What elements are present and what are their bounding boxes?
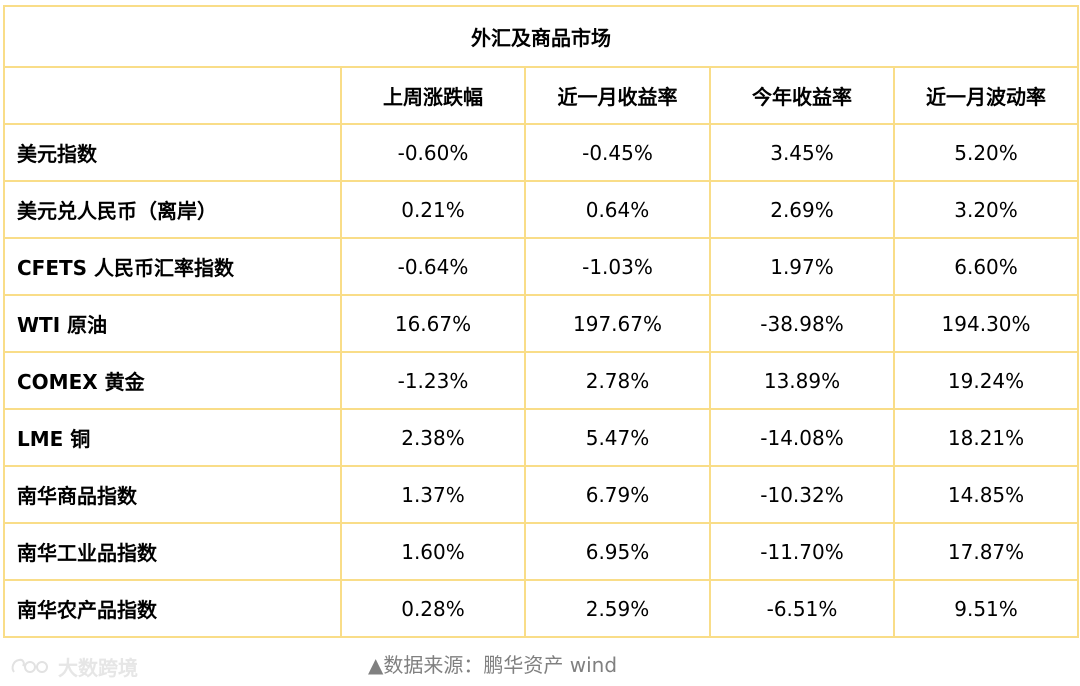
table-cell: -0.60% xyxy=(340,123,526,182)
table-cell: -6.51% xyxy=(709,579,895,638)
watermark: 大数跨境 xyxy=(10,652,138,681)
table-cell: 3.20% xyxy=(892,180,1080,239)
table-cell: 2.38% xyxy=(340,408,526,467)
table-cell: -11.70% xyxy=(709,522,895,581)
table-cell: 5.47% xyxy=(524,408,711,467)
table-cell: 2.69% xyxy=(709,180,895,239)
table-row: LME 铜 2.38% 5.47% -14.08% 18.21% xyxy=(3,408,1080,467)
table-cell: 16.67% xyxy=(340,294,526,353)
table-cell: -0.45% xyxy=(524,123,711,182)
table-cell: 14.85% xyxy=(892,465,1080,524)
table-cell: 13.89% xyxy=(709,351,895,410)
table-cell: 9.51% xyxy=(892,579,1080,638)
footer: 大数跨境 ▲数据来源：鹏华资产 wind xyxy=(0,650,1080,680)
table-cell: 6.60% xyxy=(892,237,1080,296)
table-cell: 6.95% xyxy=(524,522,711,581)
column-header: 近一月收益率 xyxy=(524,66,711,125)
table-title: 外汇及商品市场 xyxy=(2,5,1080,68)
table-cell: 18.21% xyxy=(892,408,1080,467)
table-cell: 19.24% xyxy=(892,351,1080,410)
table-cell: -1.03% xyxy=(524,237,711,296)
table-cell: 6.79% xyxy=(524,465,711,524)
brand-logo-icon xyxy=(11,658,48,673)
column-header: 近一月波动率 xyxy=(892,66,1080,125)
table-cell: -38.98% xyxy=(709,294,895,353)
row-label: WTI 原油 xyxy=(3,294,342,353)
table-cell: 194.30% xyxy=(892,294,1080,353)
market-table-container: 外汇及商品市场 上周涨跌幅 近一月收益率 今年收益率 近一月波动率 美元指数 -… xyxy=(2,5,1080,638)
table-row: 美元兑人民币（离岸） 0.21% 0.64% 2.69% 3.20% xyxy=(3,180,1080,239)
table-cell: 1.97% xyxy=(709,237,895,296)
row-label: CFETS 人民币汇率指数 xyxy=(3,237,342,296)
table-cell: 0.64% xyxy=(524,180,711,239)
row-label: 美元兑人民币（离岸） xyxy=(3,180,342,239)
header-corner xyxy=(3,66,342,125)
table-cell: -1.23% xyxy=(340,351,526,410)
column-header: 上周涨跌幅 xyxy=(340,66,526,125)
table-row: CFETS 人民币汇率指数 -0.64% -1.03% 1.97% 6.60% xyxy=(3,237,1080,296)
table-cell: 2.59% xyxy=(524,579,711,638)
row-label: 美元指数 xyxy=(3,123,342,182)
table-cell: 1.60% xyxy=(340,522,526,581)
table-cell: 3.45% xyxy=(709,123,895,182)
market-table: 外汇及商品市场 上周涨跌幅 近一月收益率 今年收益率 近一月波动率 美元指数 -… xyxy=(2,5,1080,638)
table-cell: 197.67% xyxy=(524,294,711,353)
table-cell: 0.28% xyxy=(340,579,526,638)
row-label: 南华商品指数 xyxy=(3,465,342,524)
row-label: 南华农产品指数 xyxy=(3,579,342,638)
table-cell: 0.21% xyxy=(340,180,526,239)
table-cell: -14.08% xyxy=(709,408,895,467)
row-label: COMEX 黄金 xyxy=(3,351,342,410)
row-label: 南华工业品指数 xyxy=(3,522,342,581)
table-cell: 17.87% xyxy=(892,522,1080,581)
table-row: WTI 原油 16.67% 197.67% -38.98% 194.30% xyxy=(3,294,1080,353)
table-cell: 1.37% xyxy=(340,465,526,524)
table-cell: -10.32% xyxy=(709,465,895,524)
table-row: 南华商品指数 1.37% 6.79% -10.32% 14.85% xyxy=(3,465,1080,524)
table-cell: -0.64% xyxy=(340,237,526,296)
table-cell: 5.20% xyxy=(892,123,1080,182)
column-header: 今年收益率 xyxy=(709,66,895,125)
table-row: COMEX 黄金 -1.23% 2.78% 13.89% 19.24% xyxy=(3,351,1080,410)
row-label: LME 铜 xyxy=(3,408,342,467)
header-row: 上周涨跌幅 近一月收益率 今年收益率 近一月波动率 xyxy=(3,66,1080,125)
table-row: 美元指数 -0.60% -0.45% 3.45% 5.20% xyxy=(3,123,1080,182)
table-row: 南华工业品指数 1.60% 6.95% -11.70% 17.87% xyxy=(3,522,1080,581)
source-note: ▲数据来源：鹏华资产 wind xyxy=(368,653,618,677)
table-row: 南华农产品指数 0.28% 2.59% -6.51% 9.51% xyxy=(3,579,1080,638)
table-cell: 2.78% xyxy=(524,351,711,410)
watermark-text: 大数跨境 xyxy=(58,656,138,680)
